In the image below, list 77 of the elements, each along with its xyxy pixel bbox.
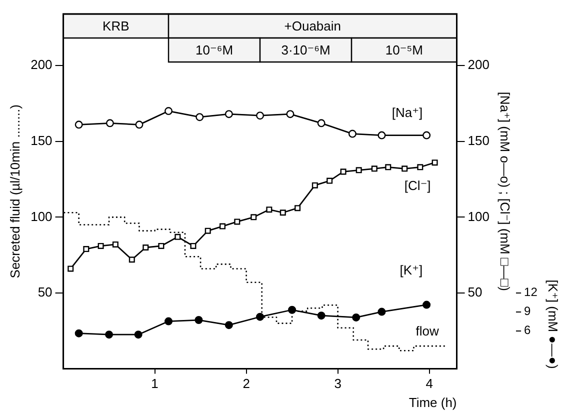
y-axis-title: Secreted fluid (µl/10min ........) [7, 104, 22, 278]
series-label: [Cl⁻] [404, 178, 431, 194]
y-tick-label: 150 [30, 132, 52, 148]
point [317, 312, 326, 320]
y-tick-label: 50 [38, 284, 52, 300]
point [312, 182, 318, 188]
point [256, 112, 264, 120]
band-label: +Ouabain [284, 18, 342, 34]
point [288, 306, 296, 314]
point [142, 244, 149, 251]
point [83, 246, 90, 252]
point [68, 266, 74, 272]
y2-tick-label: 200 [468, 57, 490, 72]
point [224, 110, 233, 118]
y-tick-label: 100 [30, 208, 52, 224]
x-tick-label: 3 [334, 376, 342, 392]
series-label: [K⁺] [400, 262, 423, 278]
point [134, 330, 142, 339]
point [74, 329, 83, 338]
point [256, 312, 264, 321]
band-label: KRB [102, 18, 130, 34]
point [98, 242, 104, 249]
y2-tick-label: 100 [468, 208, 490, 224]
point [158, 242, 164, 249]
point [378, 131, 386, 140]
point [250, 214, 257, 220]
point [204, 228, 211, 234]
point [317, 119, 326, 128]
point [220, 223, 226, 230]
point [190, 242, 196, 249]
y-tick-label: 200 [30, 57, 52, 72]
point [280, 210, 286, 216]
y3-axis-title: [K⁺] (mM ●—●) [546, 280, 561, 369]
y3-tick-label: 9 [524, 304, 532, 318]
point [417, 164, 424, 170]
point [174, 234, 181, 240]
point [422, 300, 431, 309]
point [340, 168, 346, 175]
series-label: flow [416, 324, 440, 339]
point [402, 166, 408, 172]
x-tick-label: 4 [426, 376, 433, 392]
x-axis-title: Time (h) [408, 394, 457, 410]
point [422, 131, 431, 140]
y2-tick-label: 150 [468, 132, 490, 148]
point [234, 218, 240, 225]
y3-tick-label: 6 [524, 323, 532, 338]
point [224, 321, 233, 330]
point [352, 313, 360, 322]
point [348, 130, 356, 138]
point [378, 308, 386, 316]
point [106, 119, 114, 128]
x-tick-label: 2 [242, 376, 250, 392]
point [432, 160, 438, 166]
point [194, 316, 203, 324]
point [74, 120, 83, 129]
point [356, 167, 362, 174]
series-label: [Na⁺] [392, 104, 423, 120]
point [196, 113, 204, 122]
point [294, 205, 301, 212]
band-label: 3·10⁻⁶M [281, 42, 330, 58]
point [128, 256, 135, 263]
x-tick-label: 1 [151, 376, 158, 392]
point [164, 107, 173, 116]
point [385, 164, 392, 170]
point [326, 178, 333, 184]
y2-axis-title: [Na⁺] (mM o—o) ; [Cl⁻] (mM □—□) [498, 92, 513, 291]
band-label: 10⁻⁵M [385, 42, 423, 58]
point [135, 120, 144, 129]
point [112, 241, 118, 248]
y2-tick-label: 50 [468, 284, 482, 300]
point [105, 330, 114, 339]
point [371, 166, 378, 172]
point [266, 206, 272, 213]
point [164, 317, 173, 326]
band-label: 10⁻⁶M [196, 42, 234, 58]
point [286, 110, 294, 118]
y3-tick-label: 12 [524, 285, 538, 300]
